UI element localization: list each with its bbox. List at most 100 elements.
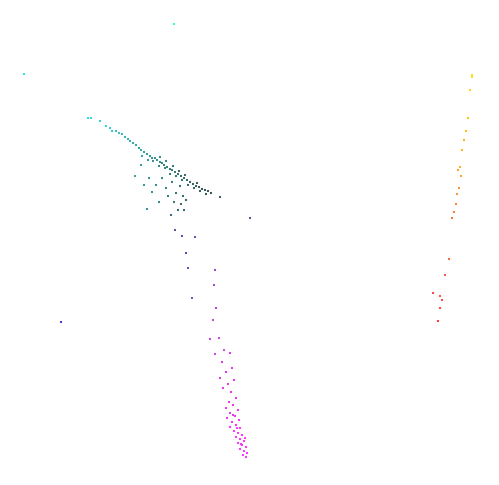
scatter-point-lower-band-3 — [147, 176, 151, 180]
scatter-point-diagonal-band-56 — [171, 164, 175, 168]
scatter-point-diagonal-band-27 — [170, 168, 174, 172]
scatter-point-magenta-tail-3 — [222, 348, 226, 352]
scatter-point-diagonal-band-41 — [218, 195, 222, 199]
scatter-point-diagonal-band-34 — [191, 182, 195, 186]
scatter-point-diagonal-band-20 — [153, 156, 157, 160]
scatter-point-diagonal-band-19 — [150, 156, 154, 160]
scatter-point-lower-band-18 — [182, 208, 186, 212]
scatter-point-diagonal-band-35 — [194, 184, 198, 188]
scatter-point-lower-band-27 — [212, 283, 216, 287]
scatter-point-outliers-1 — [22, 72, 26, 76]
scatter-point-outliers-4 — [248, 216, 252, 220]
scatter-point-diagonal-band-44 — [151, 159, 155, 163]
scatter-point-magenta-tail-24 — [234, 423, 238, 427]
scatter-point-diagonal-band-29 — [176, 172, 180, 176]
scatter-point-lower-band-25 — [186, 266, 190, 270]
scatter-point-diagonal-band-22 — [158, 160, 162, 164]
scatter-point-lower-band-12 — [172, 200, 176, 204]
scatter-point-diagonal-band-50 — [186, 183, 190, 187]
scatter-point-lower-band-9 — [164, 186, 168, 190]
scatter-point-right-column-7 — [456, 168, 460, 172]
scatter-point-outliers-2 — [470, 73, 474, 77]
scatter-point-right-column-15 — [443, 273, 447, 277]
scatter-point-magenta-tail-17 — [224, 406, 228, 410]
scatter-point-magenta-tail-21 — [225, 416, 229, 420]
scatter-point-diagonal-band-18 — [148, 154, 152, 158]
scatter-point-right-column-20 — [436, 319, 440, 323]
scatter-point-diagonal-band-8 — [120, 132, 124, 136]
scatter-point-lower-band-26 — [213, 268, 217, 272]
scatter-point-diagonal-band-21 — [155, 158, 159, 162]
scatter-point-diagonal-band-10 — [126, 137, 130, 141]
scatter-point-right-column-5 — [460, 148, 464, 152]
scatter-point-diagonal-band-52 — [198, 189, 202, 193]
scatter-point-magenta-tail-14 — [234, 396, 238, 400]
scatter-point-diagonal-band-39 — [206, 189, 210, 193]
scatter-point-magenta-tail-8 — [224, 370, 228, 374]
scatter-point-magenta-tail-38 — [245, 451, 249, 455]
scatter-point-right-column-1 — [468, 88, 472, 92]
scatter-point-magenta-tail-41 — [239, 442, 243, 446]
scatter-point-diagonal-band-0 — [86, 116, 90, 120]
scatter-point-magenta-tail-16 — [231, 403, 235, 407]
scatter-point-right-column-6 — [458, 165, 462, 169]
scatter-point-diagonal-band-3 — [104, 124, 108, 128]
scatter-point-magenta-tail-33 — [236, 441, 240, 445]
scatter-point-lower-band-19 — [184, 198, 188, 202]
scatter-point-magenta-tail-43 — [235, 426, 239, 430]
scatter-point-magenta-tail-12 — [221, 386, 225, 390]
scatter-point-diagonal-band-45 — [157, 164, 161, 168]
scatter-point-diagonal-band-36 — [197, 185, 201, 189]
scatter-point-lower-band-15 — [178, 184, 182, 188]
scatter-point-magenta-tail-2 — [208, 337, 212, 341]
scatter-point-diagonal-band-47 — [168, 172, 172, 176]
scatter-point-diagonal-band-9 — [123, 135, 127, 139]
scatter-point-right-column-17 — [431, 291, 435, 295]
scatter-point-lower-band-5 — [154, 183, 158, 187]
scatter-point-diagonal-band-40 — [209, 191, 213, 195]
scatter-point-right-column-3 — [464, 129, 468, 133]
scatter-point-magenta-tail-35 — [244, 445, 248, 449]
scatter-point-lower-band-28 — [190, 296, 194, 300]
scatter-points — [22, 22, 474, 459]
scatter-point-magenta-tail-37 — [242, 449, 246, 453]
scatter-point-diagonal-band-54 — [158, 155, 162, 159]
scatter-point-diagonal-band-31 — [182, 176, 186, 180]
scatter-point-lower-band-11 — [170, 180, 174, 184]
scatter-point-magenta-tail-1 — [217, 336, 221, 340]
scatter-point-right-column-2 — [466, 116, 470, 120]
scatter-point-lower-band-4 — [150, 190, 154, 194]
scatter-point-diagonal-band-51 — [192, 186, 196, 190]
scatter-point-diagonal-band-17 — [145, 152, 149, 156]
scatter-point-lower-band-29 — [214, 306, 218, 310]
scatter-point-magenta-tail-18 — [236, 408, 240, 412]
scatter-point-right-column-9 — [457, 186, 461, 190]
scatter-point-magenta-tail-9 — [218, 376, 222, 380]
scatter-point-lower-band-17 — [181, 194, 185, 198]
scatter-point-magenta-tail-11 — [226, 382, 230, 386]
scatter-point-diagonal-band-37 — [200, 187, 204, 191]
scatter-point-lower-band-20 — [173, 228, 177, 232]
scatter-point-lower-band-7 — [157, 200, 161, 204]
scatter-point-magenta-tail-4 — [213, 352, 217, 356]
scatter-point-right-column-0 — [470, 75, 474, 79]
scatter-point-magenta-tail-32 — [242, 439, 246, 443]
scatter-point-diagonal-band-49 — [180, 178, 184, 182]
scatter-point-diagonal-band-30 — [179, 174, 183, 178]
scatter-point-magenta-tail-31 — [238, 437, 242, 441]
scatter-point-magenta-tail-29 — [240, 433, 244, 437]
scatter-point-diagonal-band-48 — [174, 174, 178, 178]
scatter-point-diagonal-band-15 — [139, 148, 143, 152]
scatter-point-diagonal-band-57 — [177, 169, 181, 173]
scatter-point-magenta-tail-42 — [243, 436, 247, 440]
scatter-point-lower-band-10 — [166, 194, 170, 198]
scatter-point-diagonal-band-59 — [195, 181, 199, 185]
scatter-point-right-column-18 — [440, 298, 444, 302]
scatter-point-right-column-13 — [450, 216, 454, 220]
scatter-point-right-column-11 — [454, 202, 458, 206]
scatter-point-diagonal-band-7 — [117, 131, 121, 135]
scatter-point-diagonal-band-2 — [98, 119, 102, 123]
scatter-point-lower-band-1 — [139, 163, 143, 167]
scatter-point-lower-band-6 — [145, 207, 149, 211]
